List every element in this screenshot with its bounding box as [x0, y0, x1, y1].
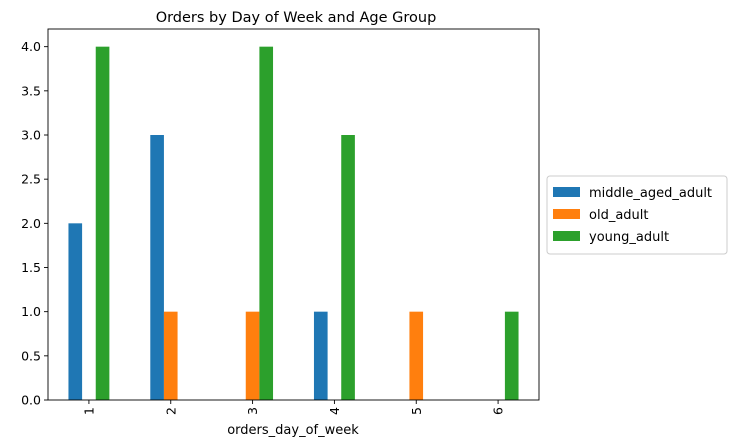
y-tick-label: 1.5 [21, 260, 41, 275]
legend-label-middle_aged_adult: middle_aged_adult [589, 186, 712, 201]
x-tick-label: 1 [81, 407, 96, 415]
legend-label-old_adult: old_adult [589, 208, 648, 223]
bar-young_adult-3 [259, 46, 274, 401]
x-tick-label: 6 [491, 407, 506, 415]
x-axis: 1 2 3 4 5 6 [81, 400, 506, 415]
x-tick-label: 2 [163, 407, 178, 415]
legend-swatch-middle_aged_adult [553, 187, 580, 197]
y-tick-label: 3.0 [21, 128, 41, 143]
legend-swatch-old_adult [553, 209, 580, 219]
plot-frame [47, 28, 540, 401]
y-tick-label: 4.0 [21, 39, 41, 54]
legend-label-young_adult: young_adult [589, 230, 669, 245]
bar-middle_aged_adult-1 [68, 223, 83, 400]
legend: middle_aged_adult old_adult young_adult [546, 175, 728, 255]
bar-middle_aged_adult-4 [313, 311, 328, 400]
x-tick-label: 3 [245, 407, 260, 415]
bar-young_adult-6 [504, 311, 519, 400]
y-tick-label: 2.5 [21, 172, 41, 187]
y-tick-label: 0.0 [21, 393, 41, 408]
bar-young_adult-4 [341, 135, 355, 400]
bar-young_adult-1 [95, 46, 110, 401]
bar-old_adult-3 [245, 311, 260, 400]
chart-title: Orders by Day of Week and Age Group [156, 10, 437, 26]
x-tick-label: 4 [327, 407, 342, 415]
y-tick-label: 1.0 [21, 304, 41, 319]
bar-old_adult-2 [163, 311, 178, 400]
y-tick-label: 2.0 [21, 216, 41, 231]
x-tick-label: 5 [409, 407, 424, 415]
legend-frame [546, 175, 728, 255]
x-axis-label: orders_day_of_week [227, 423, 359, 438]
legend-swatch-young_adult [553, 231, 580, 241]
y-tick-label: 3.5 [21, 83, 41, 98]
bar-old_adult-5 [409, 311, 424, 400]
y-axis: 0.0 0.5 1.0 1.5 2.0 2.5 3.0 3.5 4.0 [21, 39, 48, 408]
bar-middle_aged_adult-2 [150, 135, 164, 400]
y-tick-label: 0.5 [21, 348, 41, 363]
bars-group [68, 46, 519, 401]
